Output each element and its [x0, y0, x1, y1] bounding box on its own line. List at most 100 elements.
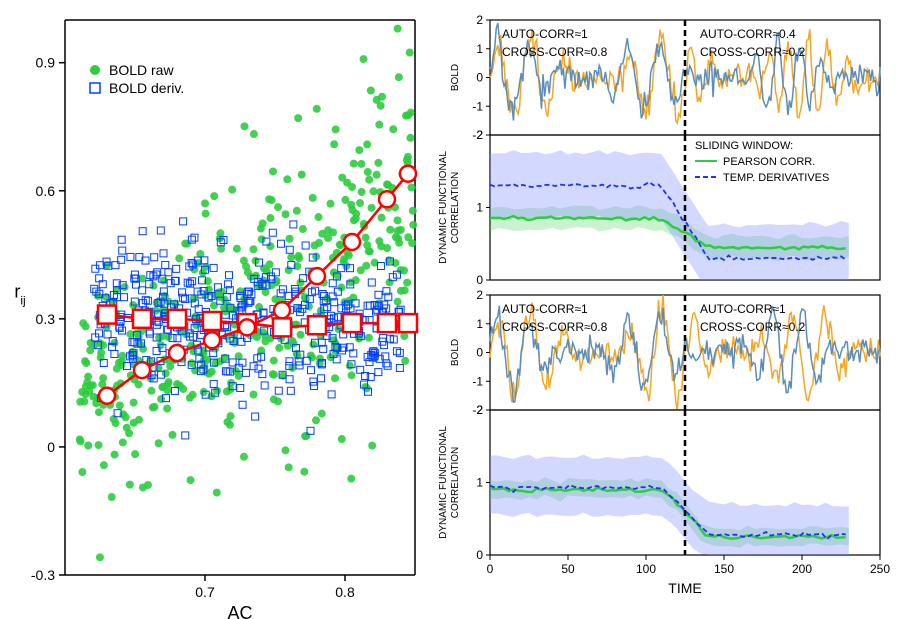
left-ytick: 0.6: [36, 183, 56, 199]
scatter-point-green: [282, 446, 290, 454]
scatter-point-blue: [119, 247, 126, 254]
scatter-point-green: [357, 160, 365, 168]
scatter-point-green: [365, 247, 373, 255]
scatter-point-blue: [226, 272, 233, 279]
right-ytick: 2: [476, 403, 483, 417]
scatter-point-green: [355, 335, 363, 343]
trend-marker-square: [98, 306, 116, 324]
sliding-window-title: SLIDING WINDOW:: [695, 140, 793, 152]
scatter-point-blue: [328, 391, 335, 398]
scatter-point-green: [160, 383, 168, 391]
right-ytick: 2: [476, 128, 483, 142]
trend-marker-square: [308, 316, 326, 334]
scatter-point-blue: [224, 368, 231, 375]
scatter-point-green: [293, 207, 301, 215]
figure-container: -0.300.30.60.90.70.8ACrijBOLD rawBOLD de…: [0, 0, 898, 619]
scatter-point-blue: [250, 363, 257, 370]
right-ytick: 0: [476, 71, 483, 85]
scatter-point-green: [268, 196, 276, 204]
scatter-point-green: [287, 253, 295, 261]
panel-annotation: AUTO-CORR≈0.4: [700, 27, 796, 41]
scatter-point-green: [298, 171, 306, 179]
legend-marker-blue: [90, 83, 100, 93]
scatter-point-green: [360, 55, 368, 63]
scatter-point-green: [269, 167, 277, 175]
scatter-point-green: [187, 476, 195, 484]
scatter-point-blue: [393, 348, 400, 355]
scatter-point-green: [383, 180, 391, 188]
scatter-point-green: [82, 359, 90, 367]
scatter-point-green: [202, 210, 210, 218]
scatter-point-blue: [191, 234, 198, 241]
left-xlabel: AC: [227, 603, 252, 619]
scatter-point-green: [297, 331, 305, 339]
scatter-point-green: [227, 412, 235, 420]
scatter-point-green: [378, 93, 386, 101]
right-ytick: -1: [472, 374, 483, 388]
scatter-point-blue: [160, 250, 167, 257]
scatter-point-green: [266, 214, 274, 222]
scatter-point-blue: [291, 286, 298, 293]
scatter-point-green: [309, 194, 317, 202]
scatter-point-green: [364, 168, 372, 176]
scatter-point-green: [394, 235, 402, 243]
scatter-point-blue: [120, 294, 127, 301]
scatter-point-green: [403, 279, 411, 287]
confidence-band: [490, 150, 849, 280]
legend-label: TEMP. DERIVATIVES: [723, 172, 829, 184]
trend-marker-circle: [134, 362, 150, 378]
scatter-point-green: [406, 49, 414, 57]
scatter-point-green: [300, 468, 308, 476]
scatter-point-green: [144, 481, 152, 489]
scatter-point-green: [149, 282, 157, 290]
scatter-point-green: [331, 374, 339, 382]
trend-marker-circle: [239, 319, 255, 335]
scatter-point-green: [99, 341, 107, 349]
scatter-point-blue: [318, 375, 325, 382]
panel-annotation: CROSS-CORR≈0.2: [700, 320, 806, 334]
scatter-point-green: [285, 463, 293, 471]
scatter-point-green: [257, 225, 265, 233]
scatter-point-green: [183, 240, 191, 248]
scatter-point-green: [401, 357, 409, 365]
scatter-point-green: [283, 175, 291, 183]
trend-marker-circle: [99, 388, 115, 404]
scatter-point-green: [326, 200, 334, 208]
panel-annotation: AUTO-CORR≈1: [700, 302, 786, 316]
left-ytick: 0.3: [36, 311, 56, 327]
scatter-point-green: [318, 410, 326, 418]
scatter-point-green: [363, 140, 371, 148]
right-panel-1: 012DYNAMIC FUNCTIONALCORRELATIONSLIDING …: [438, 128, 880, 287]
scatter-point-green: [355, 146, 363, 154]
right-panel-0: -2-1012BOLDAUTO-CORR≈1CROSS-CORR≈0.8AUTO…: [450, 13, 880, 142]
scatter-point-green: [121, 283, 129, 291]
scatter-point-green: [362, 234, 370, 242]
scatter-point-green: [406, 134, 414, 142]
scatter-point-blue: [173, 265, 180, 272]
trend-marker-square: [343, 314, 361, 332]
right-ytick: 1: [476, 476, 483, 490]
scatter-point-blue: [146, 330, 153, 337]
left-ytick: 0: [47, 439, 55, 455]
scatter-point-green: [83, 378, 91, 386]
right-ylabel: DYNAMIC FUNCTIONAL: [438, 151, 449, 264]
right-ytick: 0: [476, 548, 483, 562]
trend-marker-circle: [169, 345, 185, 361]
trend-marker-circle: [309, 268, 325, 284]
left-ytick: -0.3: [31, 567, 55, 583]
scatter-point-blue: [242, 369, 249, 376]
scatter-point-blue: [162, 261, 169, 268]
scatter-point-green: [240, 453, 248, 461]
scatter-point-green: [373, 171, 381, 179]
scatter-point-green: [338, 174, 346, 182]
scatter-point-green: [108, 493, 116, 501]
trend-marker-circle: [274, 302, 290, 318]
scatter-point-green: [189, 391, 197, 399]
scatter-point-green: [160, 277, 168, 285]
scatter-point-blue: [165, 269, 172, 276]
scatter-point-blue: [180, 218, 187, 225]
scatter-point-blue: [307, 367, 314, 374]
legend-label: BOLD raw: [109, 62, 174, 78]
scatter-point-blue: [111, 350, 118, 357]
right-panel-2: -2-1012BOLDAUTO-CORR≈1CROSS-CORR≈0.8AUTO…: [450, 288, 880, 417]
